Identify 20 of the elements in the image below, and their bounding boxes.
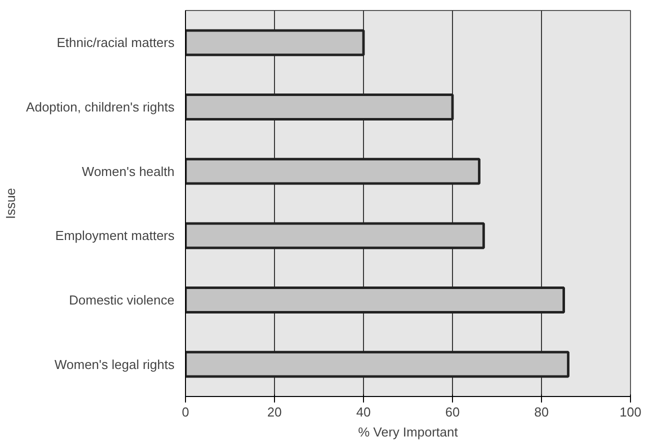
x-tick-label: 80: [534, 404, 549, 420]
x-tick-label: 40: [356, 404, 371, 420]
bar: [186, 286, 565, 314]
y-tick-label: Adoption, children's rights: [26, 100, 175, 114]
y-tick-label: Ethnic/racial matters: [56, 35, 175, 50]
x-tick-label: 100: [620, 404, 642, 420]
bar: [186, 29, 365, 56]
y-axis-title: Issue: [3, 188, 18, 220]
x-tick-label: 60: [445, 404, 460, 420]
bar: [186, 94, 454, 120]
x-axis-title: % Very Important: [358, 424, 458, 440]
bar: [186, 350, 570, 378]
bar: [186, 158, 480, 185]
y-tick-label: Women's health: [82, 164, 175, 179]
y-tick-label: Domestic violence: [69, 292, 175, 308]
x-tick-label: 20: [267, 404, 282, 420]
y-tick-label: Employment matters: [55, 228, 175, 244]
y-tick-label: Women's legal rights: [54, 356, 175, 372]
bar: [186, 222, 485, 250]
x-tick-label: 0: [182, 404, 190, 420]
